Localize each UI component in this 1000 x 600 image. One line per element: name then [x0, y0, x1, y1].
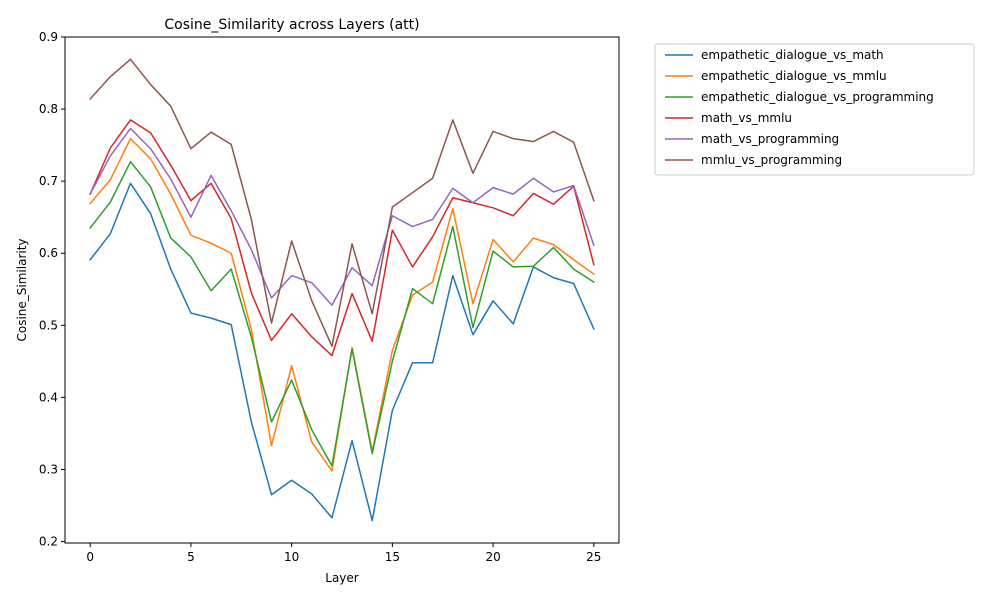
series-line-empathetic_dialogue_vs_programming [89, 160, 595, 467]
legend-box [654, 43, 975, 176]
y-tick-label: 0.5 [39, 318, 58, 332]
legend-label: empathetic_dialogue_vs_programming [701, 90, 934, 104]
y-tick-label: 0.4 [39, 390, 58, 404]
x-tick-label: 10 [284, 550, 299, 564]
series-line-mmlu_vs_programming [89, 58, 595, 347]
legend-label: math_vs_programming [701, 132, 839, 146]
y-tick-label: 0.7 [39, 174, 58, 188]
series-line-math_vs_mmlu [89, 119, 595, 357]
x-tick-label: 25 [586, 550, 601, 564]
legend-label: empathetic_dialogue_vs_mmlu [701, 69, 887, 83]
chart-title: Cosine_Similarity across Layers (att) [164, 17, 419, 33]
legend-label: mmlu_vs_programming [701, 153, 842, 167]
x-tick-label: 5 [187, 550, 195, 564]
x-axis-label: Layer [325, 571, 359, 585]
legend-items: empathetic_dialogue_vs_math empathetic_di… [665, 48, 934, 167]
legend-label: empathetic_dialogue_vs_math [701, 48, 884, 62]
x-tick-label: 15 [385, 550, 400, 564]
series-line-empathetic_dialogue_vs_math [89, 182, 595, 522]
x-tick-label: 0 [86, 550, 94, 564]
series-line-math_vs_programming [89, 127, 595, 306]
y-tick-label: 0.8 [39, 102, 58, 116]
y-tick-label: 0.2 [39, 535, 58, 549]
y-axis-label: Cosine_Similarity [15, 238, 29, 341]
y-tick-label: 0.6 [39, 246, 58, 260]
x-axis-ticks: 0 5 10 15 20 25 [86, 543, 601, 564]
x-tick-label: 20 [485, 550, 500, 564]
legend-label: math_vs_mmlu [701, 111, 792, 125]
y-tick-label: 0.3 [39, 462, 58, 476]
legend: empathetic_dialogue_vs_math empathetic_di… [654, 43, 975, 176]
y-axis-ticks: 0.2 0.3 0.4 0.5 0.6 0.7 0.8 0.9 [39, 30, 65, 549]
y-tick-label: 0.9 [39, 30, 58, 44]
plot-area-frame [64, 36, 620, 544]
plot-lines [89, 58, 595, 522]
